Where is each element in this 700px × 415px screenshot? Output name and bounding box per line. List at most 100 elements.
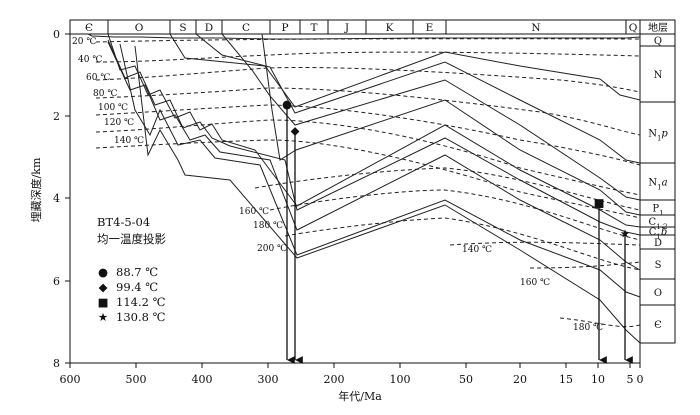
x-tick-label: 300: [258, 373, 279, 386]
isotherms: [95, 38, 641, 328]
burial-curve-9: [134, 45, 641, 344]
legend-label-3: 130.8 ℃: [116, 310, 166, 324]
strat-label-10: Є: [654, 320, 662, 331]
strat-label-6: C1b: [649, 227, 668, 241]
x-tick-label: 10: [591, 373, 605, 386]
strat-label-0: Q: [654, 36, 662, 47]
burial-curve-0: [87, 33, 641, 40]
strat-column-frame: [639, 19, 676, 344]
x-tick-label: 500: [126, 373, 147, 386]
projection-point: ★: [620, 226, 630, 240]
period-label-10: N: [531, 22, 540, 34]
x-tick-label: 20: [513, 373, 527, 386]
strat-label-9: O: [654, 288, 662, 299]
isotherm-5: [95, 119, 641, 196]
x-tick-label: 600: [60, 373, 81, 386]
isotherm-label-3: 80 ℃: [93, 89, 117, 99]
legend-items: ● 88.7 ℃ ◆ 99.4 ℃ ■ 114.2 ℃ ★ 130.8 ℃: [98, 265, 166, 324]
isotherm-label-8: 180 ℃: [253, 221, 283, 231]
period-label-6: T: [310, 22, 317, 34]
isotherm-label-1: 40 ℃: [78, 55, 102, 65]
isotherm-label-9: 200 ℃: [257, 244, 287, 254]
period-label-1: O: [135, 22, 144, 34]
y-axis-title: 埋藏深度/km: [29, 157, 43, 222]
inclusion-projections: ● ◆ ■ ★: [282, 97, 633, 364]
burial-curve-8: [119, 43, 641, 298]
legend-well-name: BT4-5-04: [97, 215, 150, 229]
y-tick-label: 2: [53, 110, 60, 123]
burial-curves: [87, 33, 641, 344]
projection-point: ◆: [291, 124, 300, 138]
y-tick-label: 0: [53, 28, 60, 41]
isotherm-1: [95, 51, 641, 63]
period-dividers: [107, 20, 627, 34]
period-label-8: K: [386, 22, 394, 34]
period-label-11: Q: [629, 22, 638, 34]
isotherm-label-6: 140 ℃: [114, 136, 144, 146]
isotherm-10: [449, 241, 641, 246]
period-label-4: C: [242, 22, 250, 34]
strat-label-2: N1p: [648, 129, 668, 143]
y-axis-ticks: 0 2 4 6 8: [53, 28, 70, 370]
burial-curve-7: [107, 41, 641, 271]
isotherm-label-11: 160 ℃: [520, 278, 550, 288]
x-tick-label: 15: [559, 373, 573, 386]
period-label-9: E: [426, 22, 434, 34]
strat-label-1: N: [654, 70, 663, 81]
y-tick-label: 4: [53, 192, 60, 205]
y-tick-label: 8: [53, 357, 60, 370]
strat-label-3: N1a: [648, 178, 667, 192]
legend-symbol-0: ●: [98, 265, 108, 279]
x-tick-label: 5: [627, 373, 634, 386]
isotherm-3: [95, 87, 641, 136]
strat-label-7: D: [654, 238, 662, 249]
isotherm-6: [95, 139, 641, 219]
legend-subtitle: 均一温度投影: [97, 232, 166, 246]
period-label-5: P: [281, 22, 288, 34]
isotherm-label-4: 100 ℃: [98, 103, 128, 113]
isotherm-labels: 20 ℃ 40 ℃ 60 ℃ 80 ℃ 100 ℃ 120 ℃ 140 ℃ 160 ℃ 180 …: [72, 37, 603, 333]
isotherm-8: [269, 189, 641, 241]
strat-label-4: P1: [652, 204, 663, 218]
strat-header: 地层: [648, 21, 668, 34]
isotherm-label-7: 160 ℃: [239, 207, 269, 217]
projection-point: ●: [282, 97, 292, 111]
strat-label-5: C1-2: [649, 217, 668, 231]
period-label-2: S: [179, 22, 186, 34]
burial-curve-6: [107, 39, 641, 236]
projection-point: ■: [594, 196, 605, 210]
isotherm-label-10: 140 ℃: [462, 245, 492, 255]
legend-label-0: 88.7 ℃: [116, 265, 158, 279]
x-tick-label: 100: [390, 373, 411, 386]
strat-label-8: S: [655, 260, 662, 271]
burial-curve-2: [195, 33, 641, 164]
burial-curve-4: [261, 33, 641, 216]
isotherm-7: [254, 167, 641, 211]
x-axis-title: 年代/Ma: [338, 389, 382, 403]
burial-curve-3: [221, 33, 641, 201]
burial-curve-5: [107, 33, 641, 228]
isotherm-0: [95, 38, 641, 43]
y-tick-label: 6: [53, 275, 60, 288]
isotherm-label-0: 20 ℃: [72, 37, 96, 47]
period-label-3: D: [205, 22, 213, 34]
isotherm-9: [284, 217, 641, 271]
burial-curve-1: [169, 33, 641, 108]
period-label-0: Є: [85, 22, 93, 34]
x-axis-ticks: 600 500 400 300 200 100 50 20 15 10 5 0: [60, 363, 644, 386]
period-label-7: J: [344, 22, 349, 34]
isotherm-11: [529, 261, 641, 269]
x-tick-label: 50: [459, 373, 473, 386]
legend: BT4-5-04 均一温度投影 ● 88.7 ℃ ◆ 99.4 ℃ ■ 114.2 ℃ ★ 1…: [97, 215, 166, 324]
isotherm-2: [95, 67, 641, 93]
isotherm-label-12: 180 ℃: [573, 323, 603, 333]
legend-symbol-3: ★: [98, 310, 108, 324]
isotherm-4: [95, 104, 641, 166]
x-tick-label: 400: [192, 373, 213, 386]
x-tick-label: 200: [324, 373, 345, 386]
legend-label-1: 99.4 ℃: [116, 280, 158, 294]
legend-label-2: 114.2 ℃: [116, 295, 166, 309]
